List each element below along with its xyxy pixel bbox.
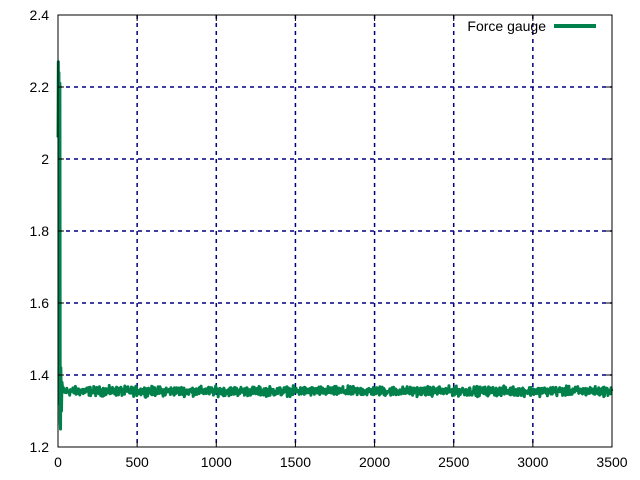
y-tick-label: 1.8 <box>30 223 50 239</box>
legend-label: Force gauge <box>467 18 546 34</box>
y-tick-label: 1.4 <box>30 367 50 383</box>
x-tick-label: 2000 <box>359 454 390 470</box>
grid <box>58 15 612 447</box>
x-tick-label: 0 <box>54 454 62 470</box>
x-tick-label: 1000 <box>201 454 232 470</box>
y-tick-label: 1.2 <box>30 439 50 455</box>
x-tick-label: 1500 <box>280 454 311 470</box>
y-tick-label: 2.2 <box>30 79 50 95</box>
legend: Force gauge <box>467 18 596 34</box>
ticks-layer: 0 500 1000 1500 2000 2500 3000 3500 1.2 1.4 1.6 1.8… <box>30 7 628 470</box>
y-tick-label: 2 <box>41 151 49 167</box>
x-tick-label: 2500 <box>438 454 469 470</box>
x-tick-label: 500 <box>125 454 149 470</box>
x-tick-label: 3500 <box>596 454 627 470</box>
x-tick-label: 3000 <box>517 454 548 470</box>
y-tick-label: 1.6 <box>30 295 50 311</box>
series-line-force-gauge <box>56 60 614 431</box>
y-tick-label: 2.4 <box>30 7 50 23</box>
series-layer <box>56 60 614 431</box>
